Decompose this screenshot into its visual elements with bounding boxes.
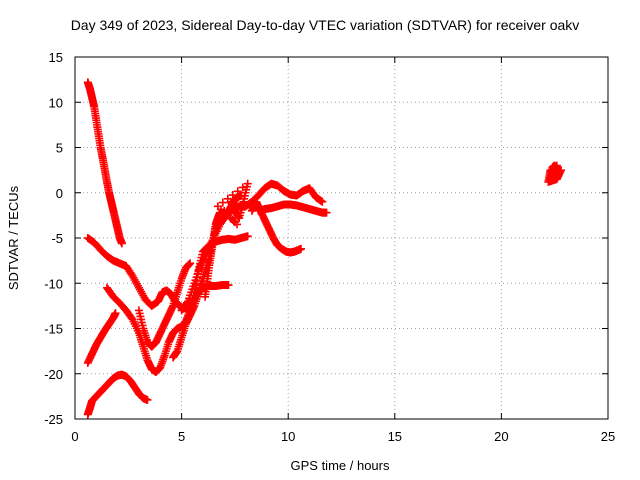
axis-ticks: 0 5 10 15 20 25 -25 -20 -15 -10 -5 0 5 10 15 <box>44 50 615 444</box>
point-series <box>544 161 566 186</box>
point-series <box>83 309 120 367</box>
y-tick-label: -15 <box>44 322 63 337</box>
data-point <box>182 298 191 307</box>
y-tick-label: -5 <box>51 231 63 246</box>
plot-frame <box>74 56 609 420</box>
data-point <box>318 197 327 206</box>
data-point <box>218 198 227 207</box>
point-series <box>201 208 224 301</box>
grid <box>75 57 608 419</box>
data-point <box>117 239 126 248</box>
chart-title: Day 349 of 2023, Sidereal Day-to-day VTE… <box>71 17 580 33</box>
x-axis-label: GPS time / hours <box>291 458 390 473</box>
y-tick-label: 10 <box>49 95 63 110</box>
y-tick-label: -10 <box>44 276 63 291</box>
data-point <box>224 281 233 290</box>
data-point <box>111 309 120 318</box>
point-series <box>247 197 305 257</box>
x-tick-label: 20 <box>494 429 508 444</box>
point-series <box>83 78 126 248</box>
y-tick-label: 15 <box>49 50 63 65</box>
data-point <box>186 259 195 268</box>
point-series <box>254 200 331 217</box>
data-points <box>83 78 566 419</box>
data-point <box>228 191 237 200</box>
x-tick-label: 5 <box>178 429 185 444</box>
data-point <box>223 194 232 203</box>
data-point <box>220 206 229 215</box>
data-point <box>296 244 305 253</box>
y-tick-label: -20 <box>44 367 63 382</box>
y-axis-label: SDTVAR / TECUs <box>6 185 21 290</box>
x-tick-label: 0 <box>71 429 78 444</box>
x-tick-label: 25 <box>601 429 615 444</box>
y-tick-label: -25 <box>44 412 63 427</box>
point-series <box>134 259 195 351</box>
data-point <box>233 187 242 196</box>
data-point <box>143 395 152 404</box>
x-tick-label: 10 <box>281 429 295 444</box>
data-point <box>238 183 247 192</box>
point-series <box>213 179 252 229</box>
y-tick-label: 5 <box>56 141 63 156</box>
y-tick-label: 0 <box>56 186 63 201</box>
data-point <box>243 232 252 241</box>
data-point <box>243 179 252 188</box>
point-series <box>83 370 152 419</box>
data-point <box>322 208 331 217</box>
x-tick-label: 15 <box>388 429 402 444</box>
data-point <box>552 161 561 170</box>
